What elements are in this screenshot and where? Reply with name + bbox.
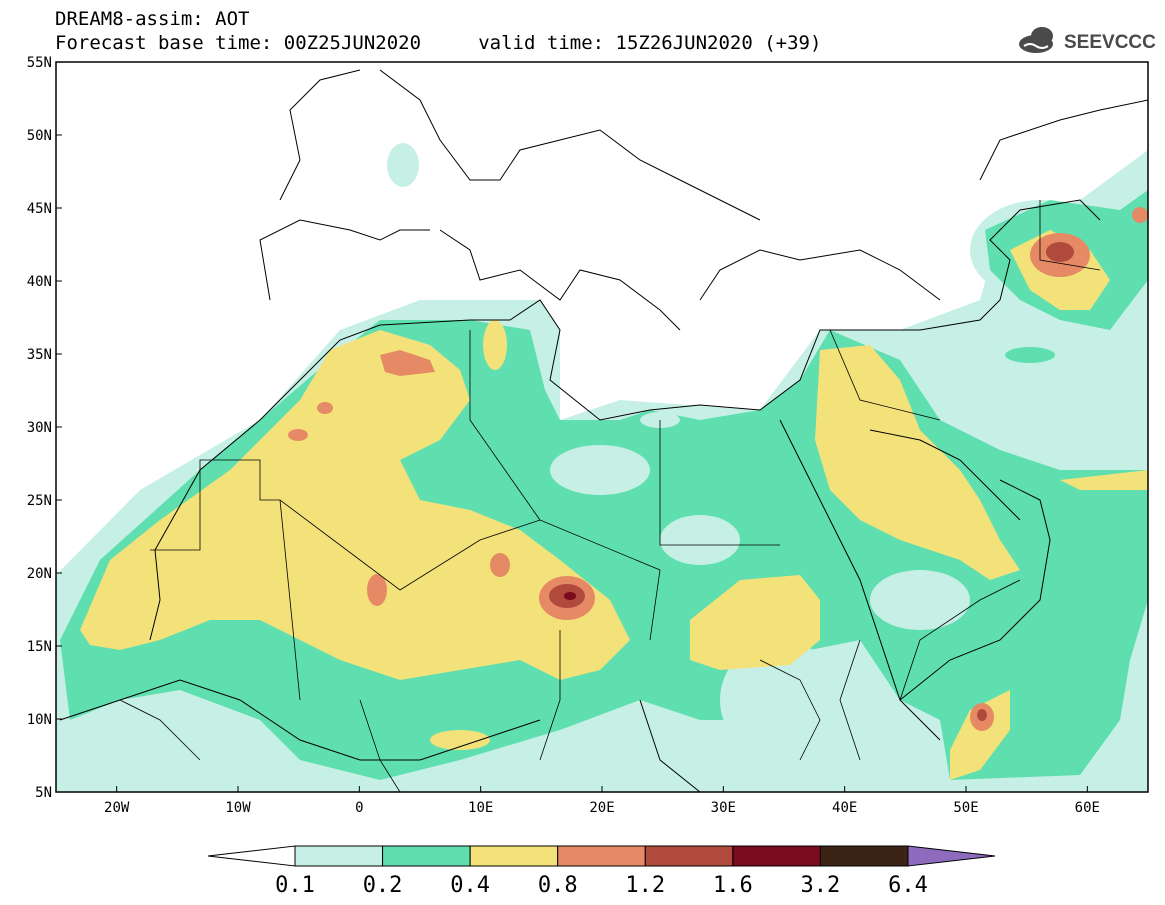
- lon-tick-label: 10E: [468, 800, 493, 816]
- lat-tick-label: 45N: [27, 201, 52, 217]
- lon-tick-label: 0: [355, 800, 363, 816]
- country-borders: [119, 200, 1101, 792]
- lat-tick-label: 20N: [27, 566, 52, 582]
- seevccc-logo: SEEVCCC: [1019, 27, 1156, 53]
- lon-tick-label: 60E: [1075, 800, 1100, 816]
- forecast-time-subtitle: Forecast base time: 00Z25JUN2020 valid t…: [55, 32, 822, 54]
- cloud-icon: [1019, 27, 1053, 53]
- logo-text: SEEVCCC: [1064, 32, 1156, 53]
- coastlines: [59, 69, 1148, 792]
- lat-tick-label: 10N: [27, 712, 52, 728]
- aot-band-1.6: [564, 592, 576, 600]
- lon-tick-label: 30E: [711, 800, 736, 816]
- lat-tick-label: 25N: [27, 493, 52, 509]
- lon-tick-label: 10W: [225, 800, 251, 816]
- longitude-axis: 20W 10W 0 10E 20E 30E 40E 50E 60E: [104, 786, 1100, 816]
- lat-tick-label: 35N: [27, 347, 52, 363]
- aot-band-1.2: [549, 242, 1074, 721]
- lat-tick-label: 40N: [27, 274, 52, 290]
- lon-tick-label: 20W: [104, 800, 130, 816]
- lat-tick-label: 30N: [27, 420, 52, 436]
- lon-tick-label: 20E: [589, 800, 614, 816]
- lon-tick-label: 50E: [953, 800, 978, 816]
- lat-tick-label: 15N: [27, 639, 52, 655]
- lat-tick-label: 50N: [27, 128, 52, 144]
- lon-tick-label: 40E: [832, 800, 857, 816]
- lat-tick-label: 55N: [27, 55, 52, 71]
- aot-holes: [140, 412, 970, 770]
- lat-tick-label: 5N: [35, 785, 52, 801]
- map-title: DREAM8-assim: AOT: [55, 8, 250, 30]
- latitude-axis: 55N 50N 45N 40N 35N 30N 25N 20N 15N 10N 5N: [27, 55, 62, 801]
